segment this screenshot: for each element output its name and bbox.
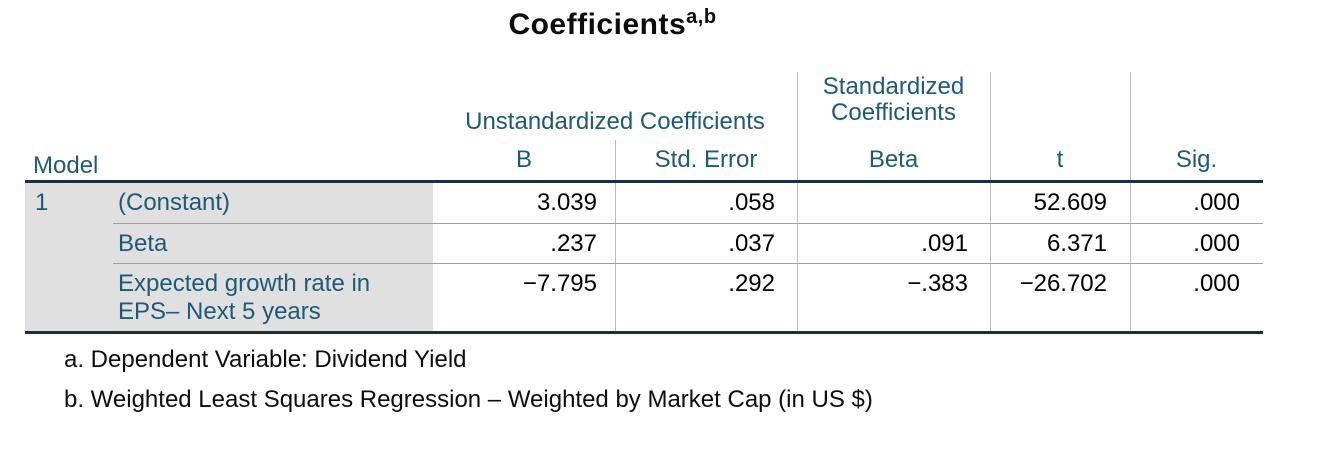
table-bottom-rule	[25, 331, 1263, 334]
table-row-constant: 1 (Constant) 3.039 .058 52.609 .000	[25, 183, 1263, 223]
row-label-background	[25, 183, 433, 331]
group-header-standardized: Standardized Coefficients	[822, 73, 965, 126]
value-beta: −.383	[907, 270, 968, 297]
gridline-beta-t	[990, 72, 991, 331]
table-title-text: Coefficients	[508, 8, 687, 41]
column-header-spacer	[113, 146, 433, 180]
column-header-beta: Beta	[868, 146, 919, 173]
column-header-sig: Sig.	[1175, 146, 1218, 173]
value-beta	[797, 183, 990, 189]
value-b: −7.795	[522, 270, 597, 297]
row-label: Expected growth rate in EPS– Next 5 year…	[118, 270, 371, 325]
table-row-expected-growth: Expected growth rate in EPS– Next 5 year…	[25, 264, 1263, 331]
table-title: Coefficientsa,b	[0, 6, 1225, 42]
column-header-row: Model B Std. Error Beta t Sig.	[25, 146, 1263, 180]
value-std-error: .292	[728, 270, 775, 297]
value-t: 6.371	[1046, 230, 1107, 257]
table-row-beta: Beta .237 .037 .091 6.371 .000	[25, 224, 1263, 263]
gridline-stderror-beta	[797, 72, 798, 331]
value-std-error: .037	[728, 230, 775, 257]
row-separator	[113, 223, 1263, 224]
value-t: 52.609	[1033, 189, 1107, 216]
model-number-spacer	[25, 224, 113, 230]
value-t: −26.702	[1019, 270, 1107, 297]
column-header-model: Model	[33, 152, 99, 179]
row-separator	[113, 263, 1263, 264]
table-top-rule	[25, 180, 1263, 183]
gridline-t-sig	[1130, 72, 1131, 331]
footnote-b: b. Weighted Least Squares Regression – W…	[64, 386, 873, 413]
gridline-b-stderror	[615, 140, 616, 331]
value-sig: .000	[1193, 189, 1240, 216]
value-b: 3.039	[536, 189, 597, 216]
coefficients-table: Unstandardized Coefficients Standardized…	[25, 70, 1263, 334]
row-label: (Constant)	[118, 189, 231, 216]
column-header-std-error: Std. Error	[654, 146, 758, 173]
column-header-b: B	[515, 146, 532, 173]
value-beta: .091	[921, 230, 968, 257]
footnote-a: a. Dependent Variable: Dividend Yield	[64, 346, 467, 373]
value-sig: .000	[1193, 230, 1240, 257]
value-sig: .000	[1193, 270, 1240, 297]
group-header-unstandardized: Unstandardized Coefficients	[465, 108, 765, 135]
column-header-t: t	[1056, 146, 1064, 173]
model-number: 1	[35, 189, 49, 216]
model-number-spacer	[25, 264, 113, 270]
table-title-superscript: a,b	[686, 6, 717, 28]
value-b: .237	[550, 230, 597, 257]
row-label: Beta	[118, 230, 168, 257]
value-std-error: .058	[728, 189, 775, 216]
